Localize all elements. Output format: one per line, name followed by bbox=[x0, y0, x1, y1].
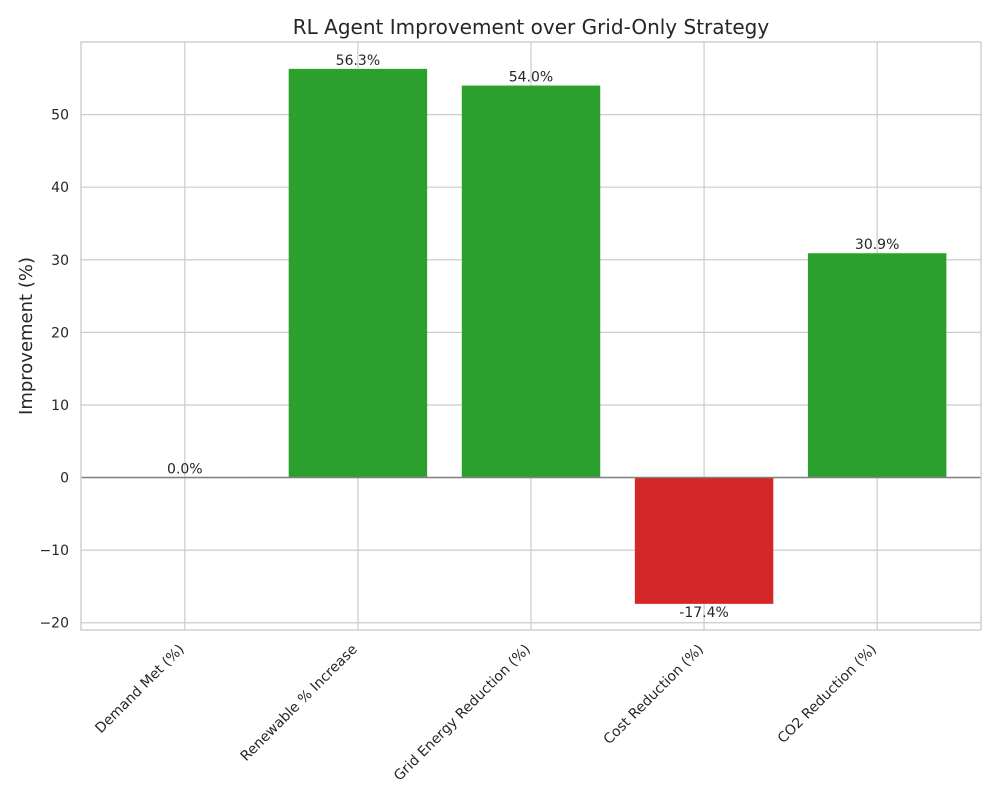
chart-title: RL Agent Improvement over Grid-Only Stra… bbox=[293, 15, 770, 39]
y-tick-label: 40 bbox=[51, 180, 69, 196]
data-label: 30.9% bbox=[855, 237, 899, 253]
data-label: 56.3% bbox=[336, 53, 380, 69]
bar-layer bbox=[81, 68, 981, 604]
bar bbox=[807, 253, 947, 478]
data-label: 0.0% bbox=[167, 462, 203, 478]
data-label: 54.0% bbox=[509, 70, 553, 86]
y-tick-label: 0 bbox=[60, 471, 69, 487]
y-tick-label: 50 bbox=[51, 108, 69, 124]
x-tick-label: Demand Met (%) bbox=[92, 642, 187, 737]
y-tick-label: −20 bbox=[39, 616, 69, 632]
data-label: -17.4% bbox=[679, 605, 729, 621]
bar bbox=[461, 85, 601, 478]
tick-layer: −20 −10 0 10 20 30 40 50 Demand Met (%) Renewable… bbox=[39, 108, 880, 785]
label-layer: 0.0% 56.3% 54.0% -17.4% 30.9% bbox=[167, 53, 899, 621]
x-tick-label: Cost Reduction (%) bbox=[601, 642, 707, 748]
y-tick-label: −10 bbox=[39, 543, 69, 559]
plot-frame bbox=[80, 41, 982, 631]
y-tick-label: 30 bbox=[51, 253, 69, 269]
bar bbox=[634, 477, 774, 604]
x-tick-label: CO2 Reduction (%) bbox=[775, 642, 880, 747]
y-tick-label: 10 bbox=[51, 398, 69, 414]
y-tick-label: 20 bbox=[51, 325, 69, 341]
bar bbox=[288, 68, 428, 478]
y-axis-label: Improvement (%) bbox=[16, 257, 37, 415]
x-tick-label: Renewable % Increase bbox=[238, 642, 361, 765]
x-tick-label: Grid Energy Reduction (%) bbox=[391, 642, 534, 785]
